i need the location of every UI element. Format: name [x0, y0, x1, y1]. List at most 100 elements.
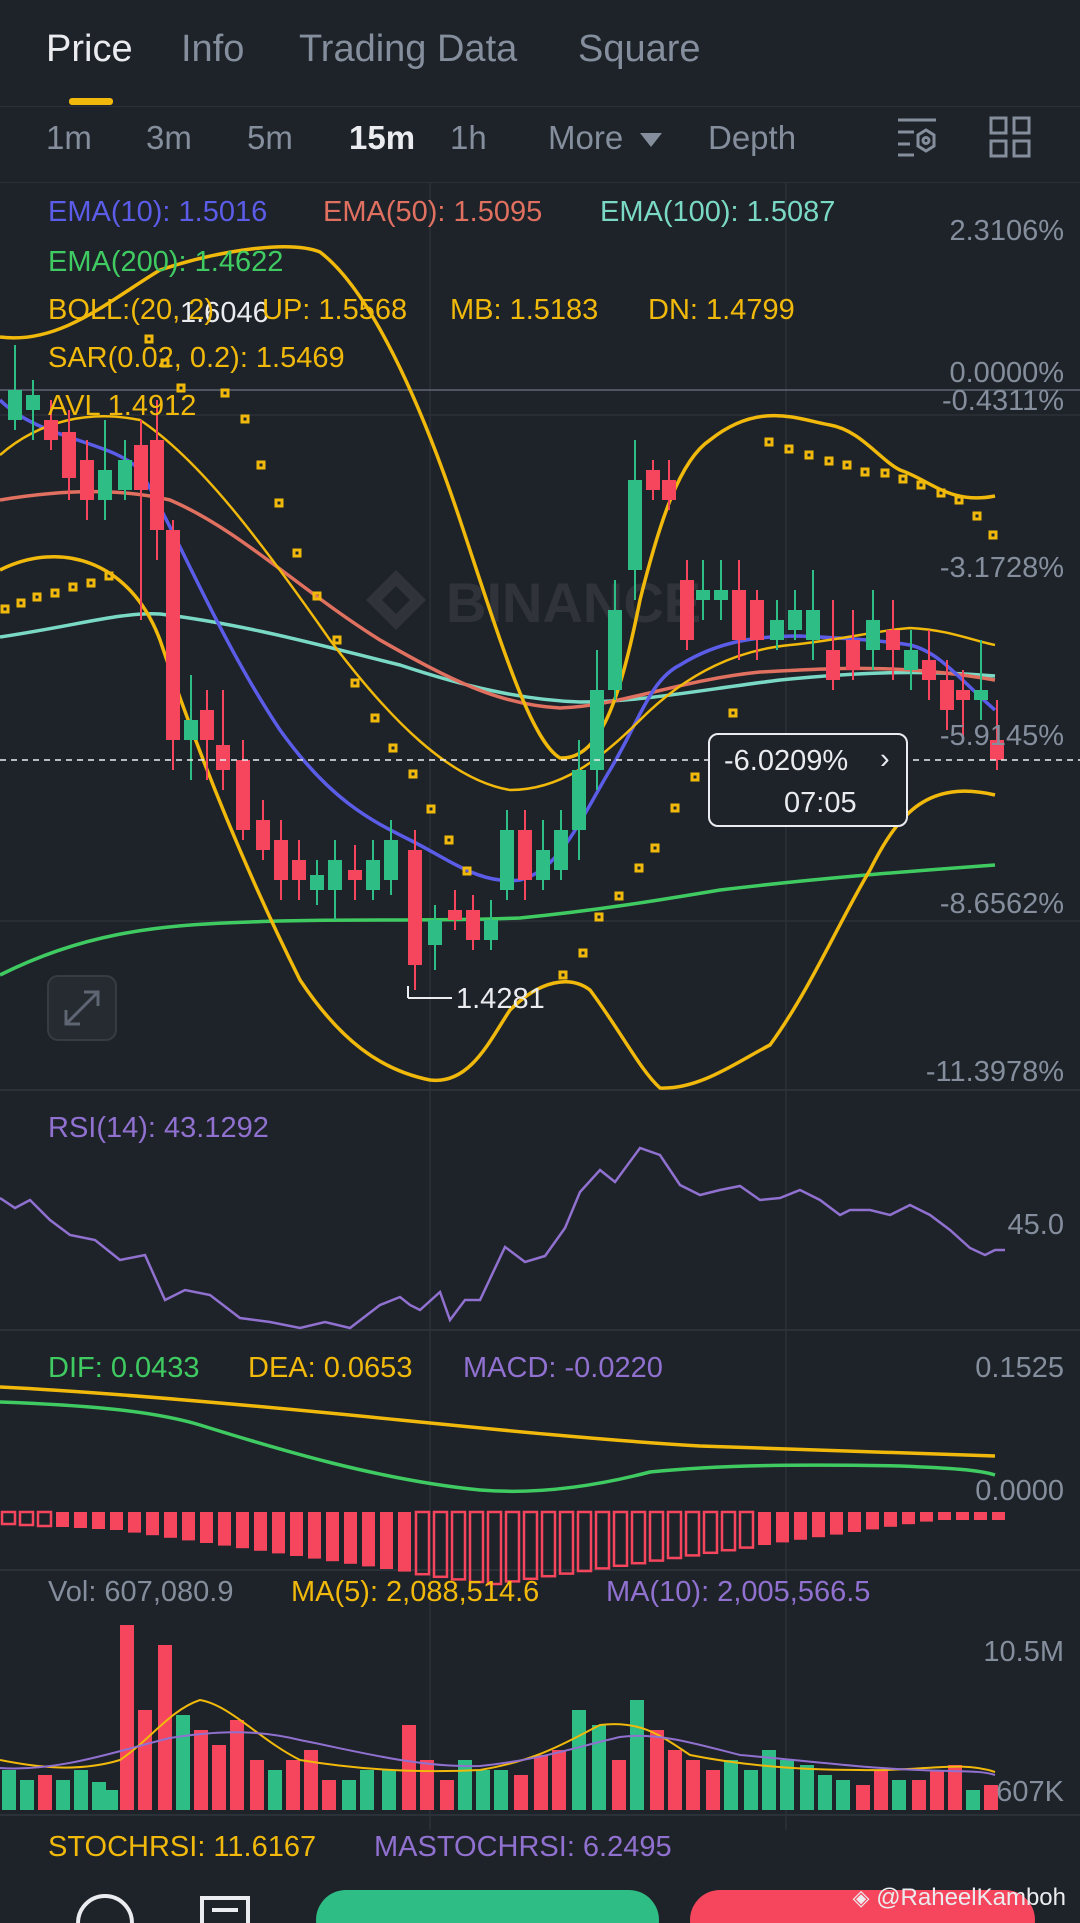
volume-bar — [668, 1750, 682, 1810]
timeframe-depth[interactable]: Depth — [708, 119, 797, 156]
macd-histogram-bar — [794, 1512, 807, 1540]
indicator-settings-icon[interactable] — [896, 116, 938, 158]
candle-body — [466, 910, 480, 940]
volume-bar — [322, 1780, 336, 1810]
grid-layout-icon[interactable] — [989, 116, 1031, 158]
tab-trading-data[interactable]: Trading Data — [299, 28, 518, 70]
candle-body — [974, 690, 988, 700]
macd-histogram-bar — [522, 1510, 539, 1581]
price-axis-label: 2.3106% — [949, 215, 1065, 247]
macd-histogram-bar — [630, 1510, 647, 1565]
candle-body — [150, 440, 164, 530]
candle-body — [80, 460, 94, 500]
candle-body — [348, 870, 362, 880]
timeframe-15m[interactable]: 15m — [349, 119, 416, 156]
volume-bar — [892, 1780, 906, 1810]
macd-dif-legend: DIF: 0.0433 — [48, 1352, 200, 1384]
avl-legend: AVL 1.4912 — [48, 390, 197, 422]
macd-dea-legend: DEA: 0.0653 — [248, 1352, 413, 1384]
ema50-legend: EMA(50): 1.5095 — [323, 196, 543, 228]
candle-body — [806, 610, 820, 640]
volume-bar — [56, 1780, 70, 1810]
volume-bar — [286, 1760, 300, 1810]
volume-bar — [552, 1750, 566, 1810]
more-label: More — [548, 119, 624, 156]
chevron-right-icon: › — [880, 743, 890, 775]
macd-histogram-bar — [576, 1510, 593, 1573]
candle-body — [956, 690, 970, 700]
volume-bar — [440, 1780, 454, 1810]
volume-bar — [230, 1720, 244, 1810]
timeframe-3m[interactable]: 3m — [146, 119, 192, 156]
macd-histogram-bar — [74, 1512, 87, 1528]
candle-body — [826, 650, 840, 680]
sell-button[interactable] — [690, 1890, 1035, 1923]
candle-body — [384, 840, 398, 880]
buy-button[interactable] — [316, 1890, 659, 1923]
candle-body — [44, 420, 58, 440]
volume-bar — [402, 1725, 416, 1810]
macd-histogram-bar — [164, 1512, 177, 1538]
candle-body — [590, 690, 604, 770]
tab-square[interactable]: Square — [578, 28, 701, 70]
timeframe-more[interactable]: More — [548, 119, 663, 157]
sar-legend: SAR(0.02, 0.2): 1.5469 — [48, 342, 345, 374]
tab-price[interactable]: Price — [46, 28, 133, 70]
candle-body — [62, 432, 76, 478]
macd-histogram-bar — [92, 1512, 105, 1529]
ema100-line — [0, 612, 996, 704]
candle-body — [628, 480, 642, 570]
stochrsi-legend: STOCHRSI: 11.6167 — [48, 1831, 317, 1863]
candle-body — [662, 480, 676, 500]
candle-body — [500, 830, 514, 890]
volume-bar — [38, 1775, 52, 1810]
volume-bar — [342, 1780, 356, 1810]
candle-body — [770, 620, 784, 640]
volume-bar — [268, 1770, 282, 1810]
volume-bar — [304, 1750, 318, 1810]
macd-histogram-bar — [308, 1512, 321, 1559]
bottom-bar — [76, 1890, 1035, 1923]
candle-body — [680, 580, 694, 640]
candle-body — [518, 830, 532, 880]
volume-bar — [706, 1770, 720, 1810]
crosshair-tooltip[interactable]: -6.0209% › 07:05 — [708, 733, 908, 827]
orders-icon[interactable] — [200, 1896, 250, 1923]
candle-body — [166, 530, 180, 740]
macd-histogram-bar — [0, 1510, 17, 1526]
tab-info[interactable]: Info — [181, 28, 245, 70]
macd-histogram-bar — [720, 1510, 737, 1552]
volume-bar — [250, 1760, 264, 1810]
price-axis-label: -3.1728% — [939, 552, 1064, 584]
macd-histogram-bar — [884, 1512, 897, 1527]
candlesticks — [8, 345, 1004, 990]
binance-logo-icon: ◈ — [852, 1885, 870, 1910]
macd-histogram-bar — [848, 1512, 861, 1532]
macd-histogram-bar — [18, 1510, 35, 1527]
boll-dn-legend: DN: 1.4799 — [648, 294, 795, 326]
candle-body — [904, 650, 918, 670]
macd-axis-top: 0.1525 — [975, 1352, 1064, 1384]
candle-body — [696, 590, 710, 600]
macd-histogram-bar — [812, 1512, 825, 1538]
macd-histogram-bar — [468, 1510, 485, 1584]
macd-histogram-bar — [992, 1512, 1005, 1520]
boll-up-legend: UP: 1.5568 — [262, 294, 408, 326]
macd-dif-line — [0, 1400, 996, 1494]
timeframe-1m[interactable]: 1m — [46, 119, 92, 156]
timeframe-5m[interactable]: 5m — [247, 119, 293, 156]
volume-bar — [780, 1760, 794, 1810]
macd-histogram-bar — [738, 1510, 755, 1549]
expand-chart-button[interactable] — [47, 975, 117, 1041]
price-axis-label: -5.9145% — [939, 720, 1064, 752]
macd-histogram-bar — [290, 1512, 303, 1556]
volume-bar — [948, 1765, 962, 1810]
timeframe-1h[interactable]: 1h — [450, 119, 487, 156]
volume-bar — [74, 1770, 88, 1810]
rsi-axis-label: 45.0 — [1007, 1209, 1064, 1241]
crosshair-time: 07:05 — [784, 787, 857, 819]
candle-body — [714, 590, 728, 600]
menu-circle-icon[interactable] — [76, 1894, 134, 1923]
candle-body — [8, 390, 22, 420]
